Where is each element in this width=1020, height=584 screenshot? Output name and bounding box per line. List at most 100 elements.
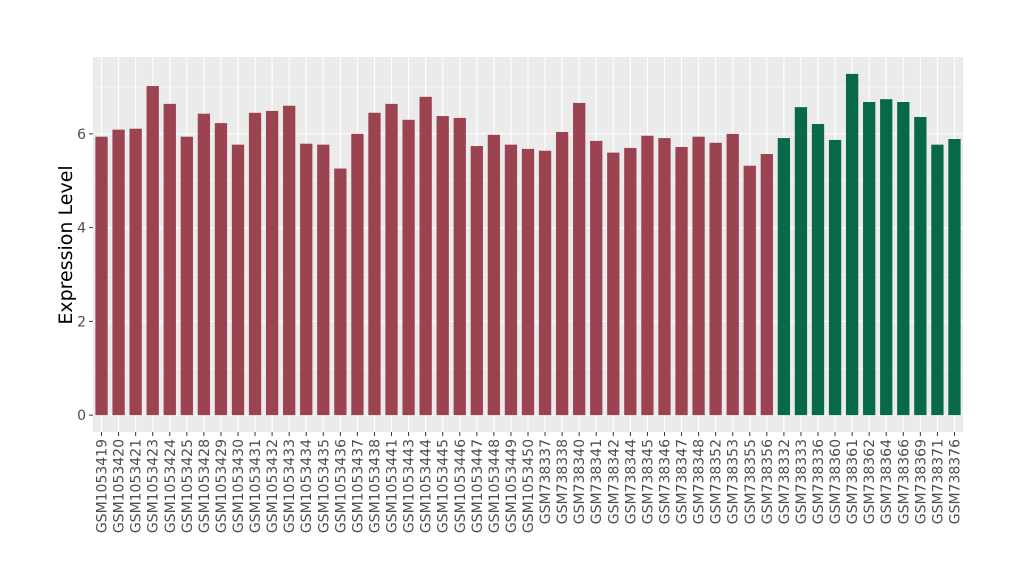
- bar: [948, 139, 961, 416]
- bar: [521, 148, 535, 416]
- x-tick-label: GSM738332: [777, 439, 793, 524]
- bar: [197, 113, 211, 416]
- x-tick-label: GSM738355: [743, 439, 759, 524]
- bar: [129, 128, 142, 416]
- x-tick-label: GSM1053448: [487, 439, 503, 533]
- x-tick-label: GSM738336: [811, 439, 827, 524]
- bar: [95, 136, 108, 416]
- x-tick-label: GSM738333: [794, 439, 810, 524]
- bar: [658, 138, 671, 416]
- x-tick-label: GSM1053428: [197, 439, 213, 533]
- y-tick-label: 0: [77, 408, 86, 424]
- bar: [283, 105, 296, 416]
- bar: [590, 140, 603, 416]
- bar: [555, 132, 569, 416]
- bar: [470, 146, 483, 416]
- x-tick-label: GSM738364: [879, 439, 895, 524]
- bar: [692, 136, 705, 416]
- bar: [726, 133, 739, 416]
- x-tick-label: GSM738356: [760, 439, 776, 524]
- x-tick-label: GSM1053419: [95, 439, 111, 533]
- bar: [914, 117, 927, 416]
- x-tick-label: GSM1053449: [504, 439, 520, 533]
- bar: [334, 168, 347, 416]
- x-tick-label: GSM738360: [828, 439, 844, 524]
- bar: [163, 103, 176, 416]
- x-tick-label: GSM738338: [555, 439, 571, 524]
- bar: [709, 142, 722, 416]
- x-tick-label: GSM738344: [623, 439, 639, 524]
- bar: [641, 135, 654, 416]
- x-tick-label: GSM1053429: [214, 439, 230, 533]
- x-tick-label: GSM1053438: [367, 439, 383, 533]
- x-tick-label: GSM1053421: [129, 439, 145, 533]
- bar: [368, 112, 381, 416]
- bar: [402, 119, 415, 416]
- bar: [811, 124, 825, 416]
- x-tick-label: GSM738352: [709, 439, 725, 524]
- x-tick-label: GSM738347: [675, 439, 691, 524]
- x-tick-label: GSM738362: [862, 439, 878, 524]
- bar: [317, 144, 330, 416]
- bar: [777, 138, 791, 416]
- x-tick-label: GSM1053437: [350, 439, 366, 533]
- x-tick-label: GSM738371: [930, 439, 946, 524]
- x-tick-label: GSM738337: [538, 439, 554, 524]
- x-tick-label: GSM1053423: [146, 439, 162, 533]
- y-tick-label: 6: [77, 127, 86, 143]
- bar: [828, 139, 842, 416]
- x-tick-label: GSM1053444: [419, 439, 435, 533]
- x-tick-label: GSM738369: [913, 439, 929, 524]
- x-tick-label: GSM738348: [692, 439, 708, 524]
- x-tick-label: GSM1053436: [333, 439, 349, 533]
- bar: [931, 144, 944, 416]
- bar: [504, 144, 518, 416]
- bars: [95, 73, 961, 416]
- x-tick-label: GSM1053420: [112, 439, 128, 533]
- y-tick-label: 4: [77, 221, 86, 237]
- x-tick-label: GSM738346: [657, 439, 673, 524]
- bar: [436, 116, 449, 416]
- bar: [180, 136, 193, 416]
- y-axis-label: Expression Level: [55, 165, 77, 324]
- bar: [351, 133, 364, 416]
- bar: [607, 152, 620, 416]
- x-tick-label: GSM1053425: [180, 439, 196, 533]
- bar: [385, 103, 398, 416]
- bar: [265, 110, 279, 416]
- x-axis: GSM1053419 GSM1053420 GSM1053421 GSM1053423…: [95, 432, 963, 533]
- x-tick-label: GSM1053446: [453, 439, 469, 533]
- x-tick-label: GSM738345: [640, 439, 656, 524]
- bar: [794, 107, 808, 416]
- bar: [453, 117, 466, 416]
- bar: [538, 150, 552, 416]
- x-tick-label: GSM738366: [896, 439, 912, 524]
- x-tick-label: GSM1053433: [282, 439, 298, 533]
- bar: [214, 123, 228, 416]
- bar: [573, 102, 586, 416]
- x-tick-label: GSM738341: [589, 439, 605, 524]
- x-tick-label: GSM738353: [726, 439, 742, 524]
- bar: [624, 147, 637, 416]
- x-tick-label: GSM1053450: [521, 439, 537, 533]
- x-tick-label: GSM1053441: [385, 439, 401, 533]
- bar: [760, 154, 773, 416]
- bar: [112, 129, 125, 416]
- bar: [248, 112, 262, 416]
- x-tick-label: GSM1053447: [470, 439, 486, 533]
- x-tick-label: GSM738361: [845, 439, 861, 524]
- bar: [231, 144, 245, 416]
- bar: [863, 102, 876, 416]
- bar: [300, 143, 313, 416]
- x-tick-label: GSM1053431: [248, 439, 264, 533]
- y-tick-label: 2: [77, 314, 86, 330]
- x-tick-label: GSM1053424: [163, 439, 179, 533]
- bar: [880, 99, 893, 416]
- x-tick-label: GSM1053434: [299, 439, 315, 533]
- bar: [675, 147, 688, 416]
- x-tick-label: GSM1053432: [265, 439, 281, 533]
- x-tick-label: GSM1053430: [231, 439, 247, 533]
- x-tick-label: GSM738342: [606, 439, 622, 524]
- x-tick-label: GSM1053445: [436, 439, 452, 533]
